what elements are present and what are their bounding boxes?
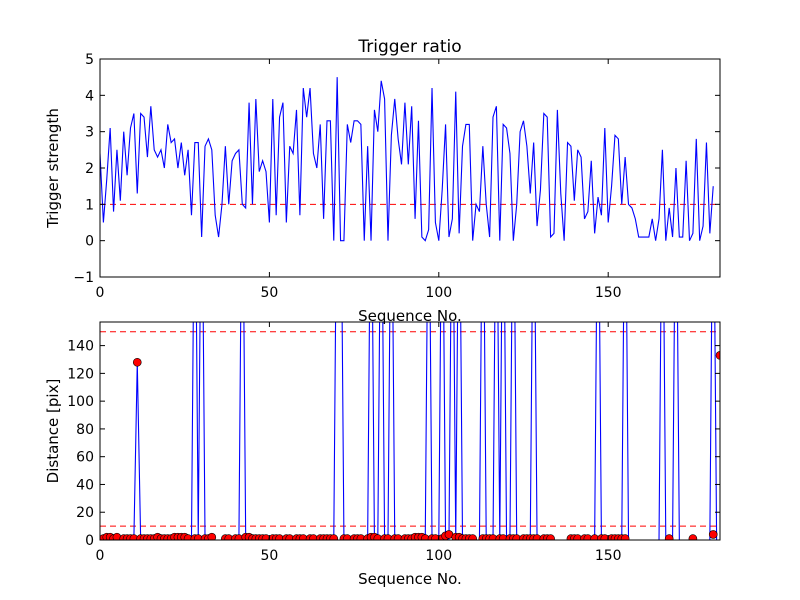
x-tick-label-1: 50 [260,285,278,301]
x-tick-label-3: 150 [595,548,622,564]
y-tick-label-1: 0 [85,234,94,250]
x-tick-label-1: 50 [260,548,278,564]
data-point-29 [207,532,217,540]
y-tick-label-6: 120 [67,366,94,382]
y-tick-label-5: 100 [67,394,94,410]
y-tick-label-7: 140 [67,339,94,355]
y-axis-label: Distance [pix] [44,379,62,484]
plot-area [100,77,720,242]
data-point-118 [688,534,698,540]
data-point-116 [620,534,630,540]
x-axis-label: Sequence No. [358,570,462,588]
x-axis-label: Sequence No. [358,307,462,325]
data-point-55 [329,534,339,540]
x-tick-label-0: 0 [96,548,105,564]
series-line-0 [100,77,714,242]
y-tick-label-4: 80 [76,422,94,438]
x-tick-label-0: 0 [96,285,105,301]
y-tick-label-4: 3 [85,125,94,141]
x-tick-label-3: 150 [595,285,622,301]
data-point-9 [132,357,142,367]
plot-area [100,322,720,540]
x-tick-label-2: 100 [425,548,452,564]
y-tick-label-3: 60 [76,450,94,466]
y-tick-label-2: 40 [76,477,94,493]
distance-axes: 0 50 100 150 0 20 40 60 80 100 120 140 Sequence No. D… [44,321,721,588]
y-tick-label-0: −1 [73,270,94,286]
y-tick-label-2: 1 [85,197,94,213]
data-point-119 [708,530,718,539]
y-tick-label-0: 0 [85,533,94,549]
axes-frame [99,321,721,541]
data-point-103 [546,534,555,540]
data-point-120 [715,351,720,360]
data-point-86 [468,534,477,540]
y-tick-label-1: 20 [76,505,94,521]
y-tick-label-6: 5 [85,52,94,68]
y-tick-label-5: 4 [85,88,94,104]
chart-title: Trigger ratio [357,37,461,57]
data-point-117 [664,534,674,540]
x-tick-label-2: 100 [425,285,452,301]
y-axis-label: Trigger strength [44,108,62,229]
y-tick-label-3: 2 [85,161,94,177]
